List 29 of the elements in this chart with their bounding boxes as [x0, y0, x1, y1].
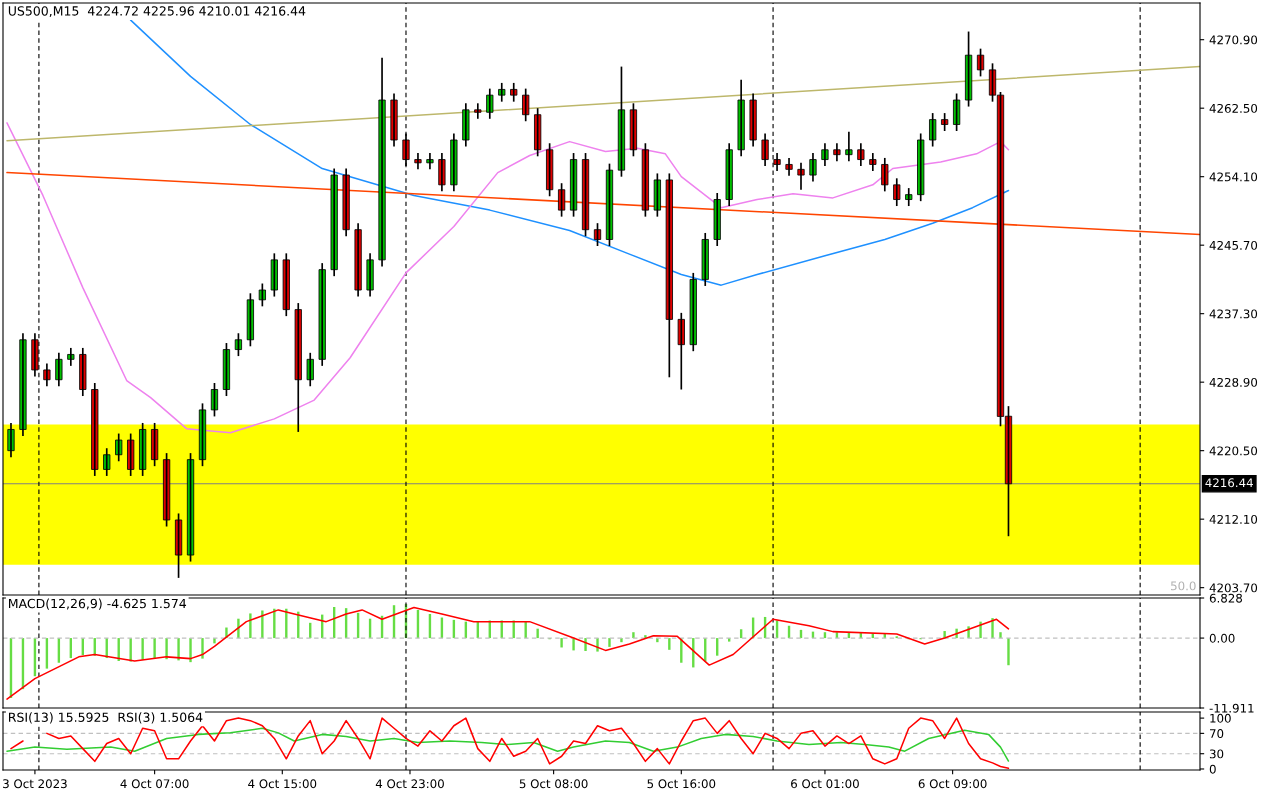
x-tick-label: 4 Oct 23:00 [375, 779, 444, 789]
y-tick-label: -11.911 [1209, 703, 1254, 713]
chart-title: MACD(12,26,9) -4.625 1.574 [9, 598, 187, 610]
x-tick-label: 6 Oct 01:00 [791, 779, 859, 789]
y-tick-label: 4203.70 [1209, 583, 1258, 593]
y-tick-label: 4245.70 [1209, 240, 1258, 250]
chart-title: RSI(13) 15.5925 RSI(3) 1.5064 [9, 712, 203, 724]
y-tick-label: 4212.10 [1209, 514, 1258, 524]
y-tick-label: 4228.90 [1209, 377, 1258, 387]
x-tick-label: 3 Oct 2023 [3, 779, 67, 789]
x-tick-label: 6 Oct 09:00 [918, 779, 987, 789]
y-tick-label: 70 [1210, 729, 1224, 739]
chart-title: US500,M15 4224.72 4225.96 4210.01 4216.44 [8, 6, 306, 17]
x-tick-label: 4 Oct 07:00 [120, 779, 189, 789]
y-tick-label: 4254.10 [1209, 172, 1258, 182]
y-tick-label: 6.828 [1209, 593, 1243, 603]
annotation: 50.0 [1171, 581, 1196, 591]
x-tick-label: 4 Oct 15:00 [248, 779, 317, 789]
y-tick-label: 4262.50 [1209, 103, 1258, 113]
y-tick-label: 100 [1210, 713, 1231, 723]
y-tick-label: 4220.50 [1209, 446, 1258, 456]
y-tick-label: 0 [1209, 764, 1216, 774]
ref-line-label: 4216.44 [1205, 478, 1253, 488]
x-tick-label: 5 Oct 08:00 [519, 779, 588, 789]
y-tick-label: 4270.90 [1209, 35, 1258, 45]
x-tick-label: 5 Oct 16:00 [647, 779, 716, 789]
y-tick-label: 30 [1209, 749, 1224, 759]
y-tick-label: 0.00 [1209, 633, 1235, 643]
y-tick-label: 4237.30 [1209, 309, 1258, 319]
